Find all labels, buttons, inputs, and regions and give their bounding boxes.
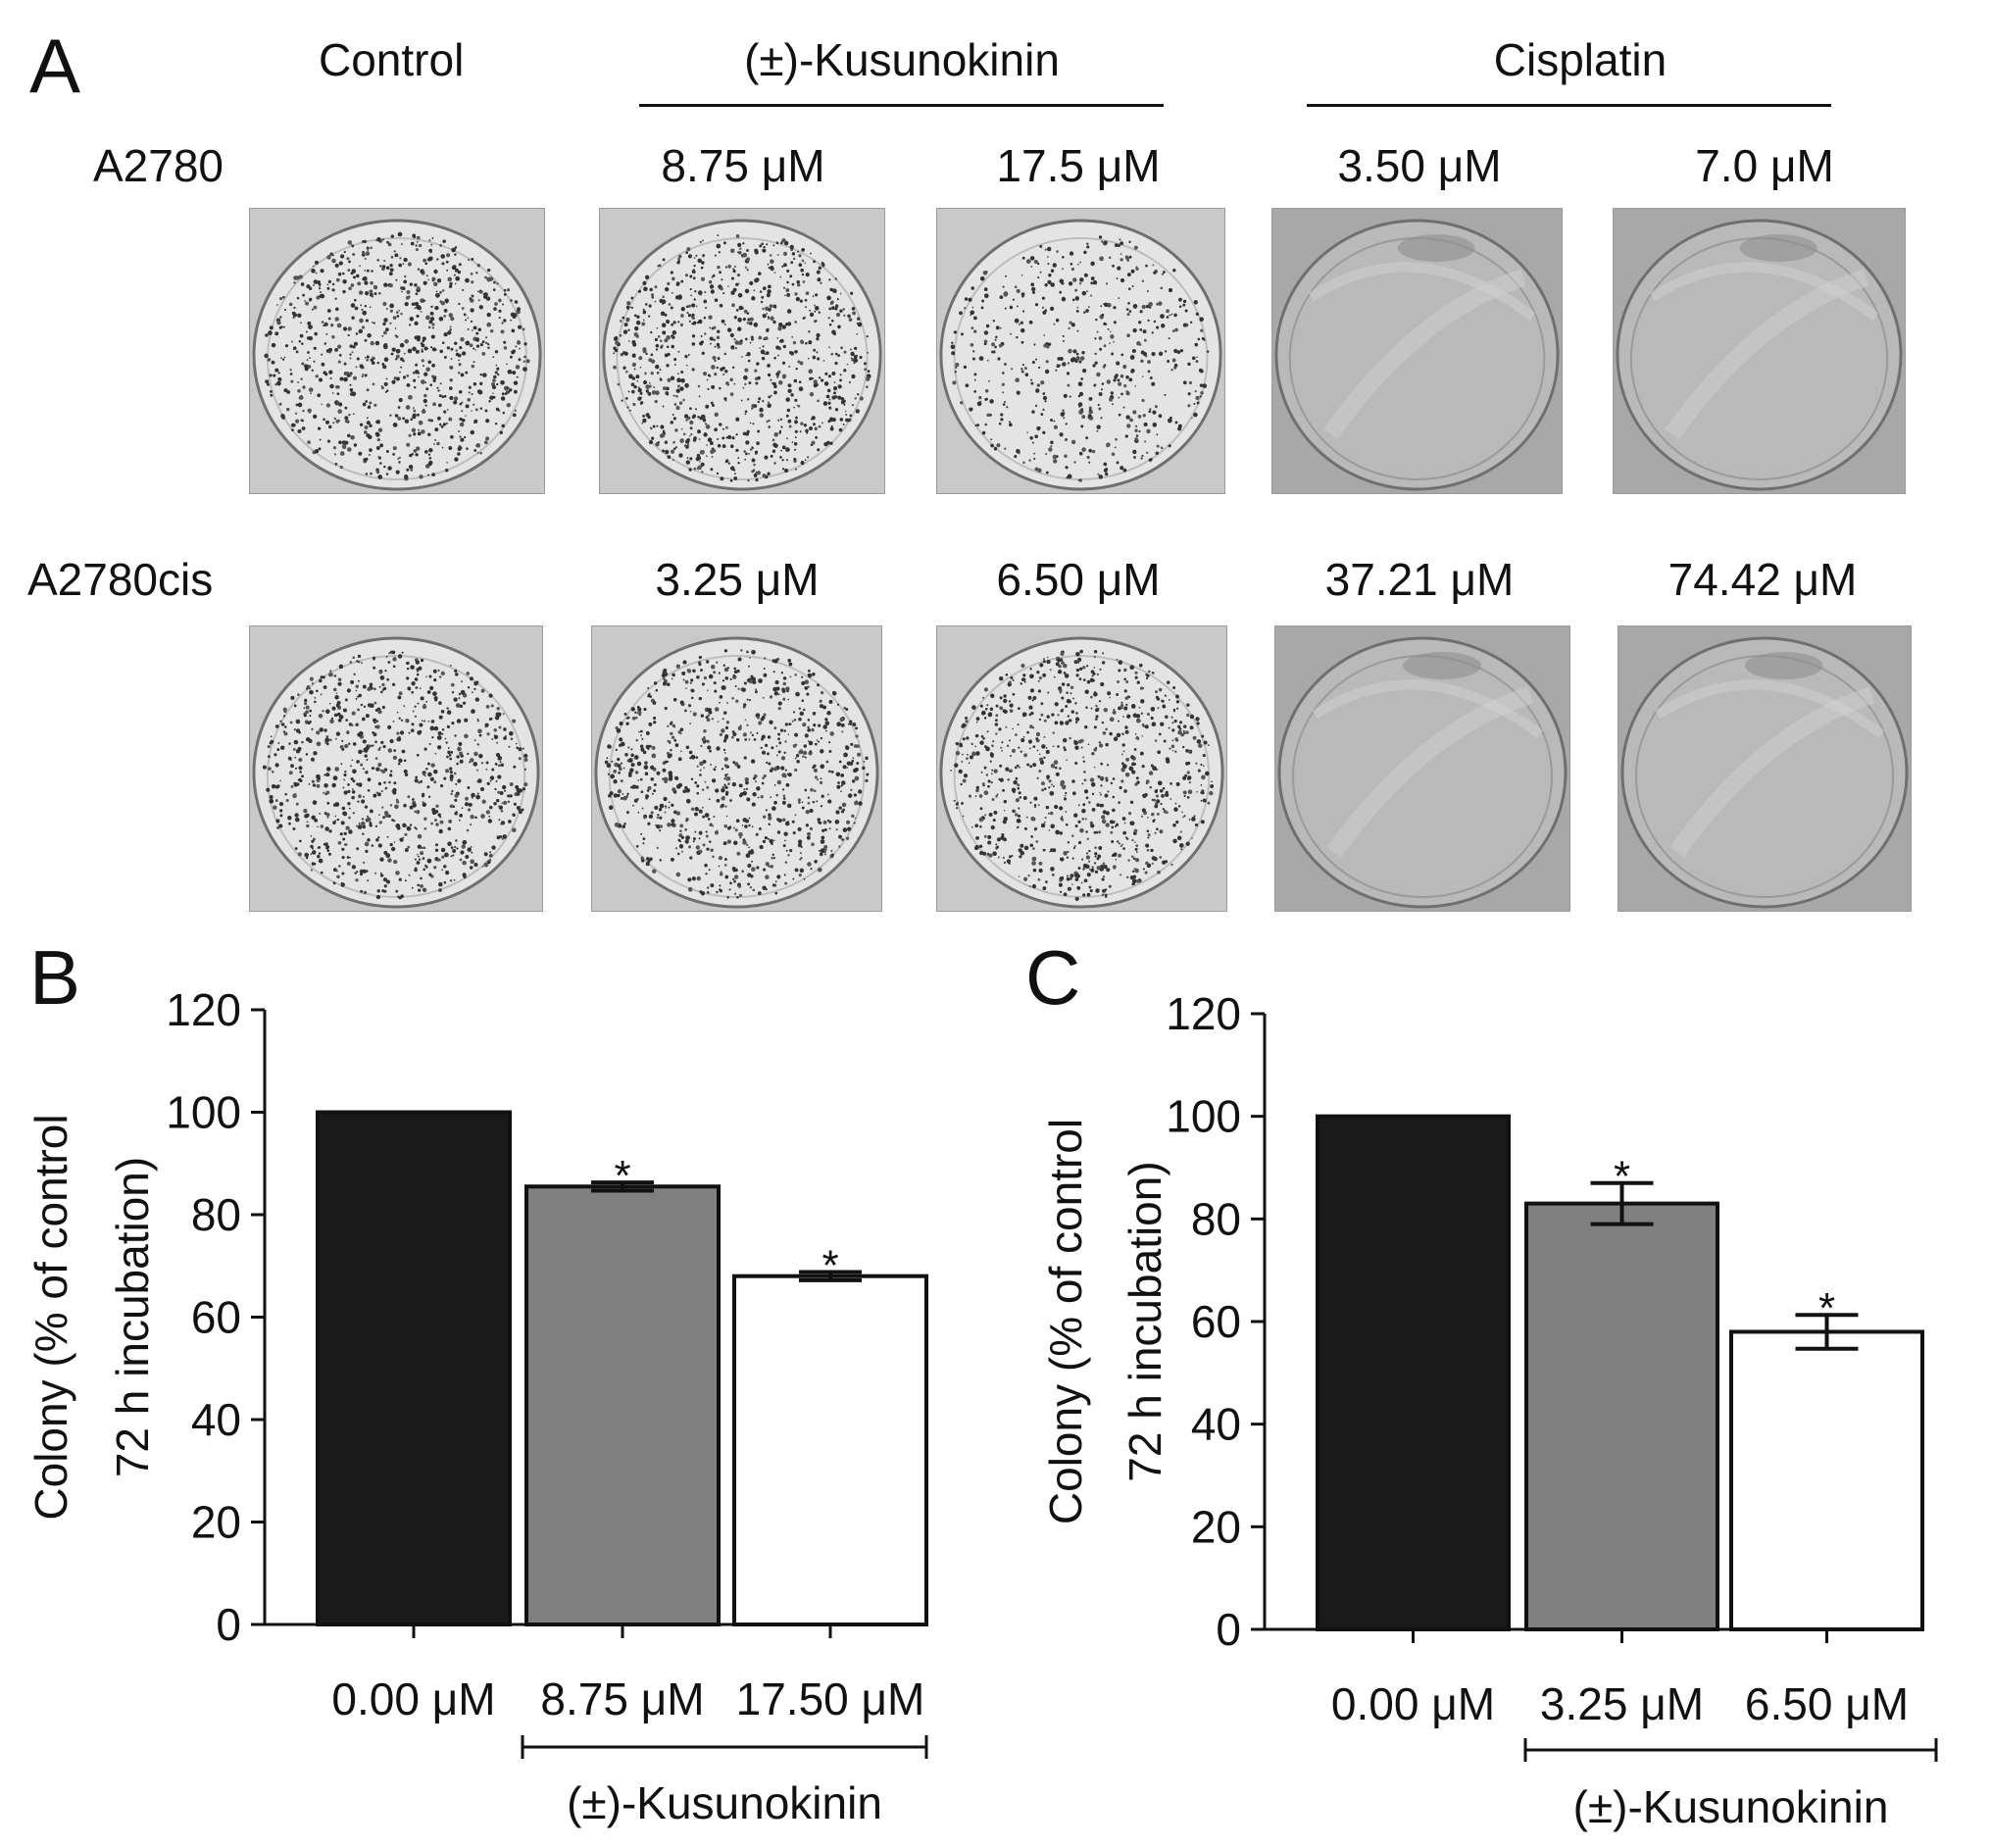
- conc-label: 74.42 μM: [1667, 554, 1858, 605]
- kusunokinin-bracket-line: [639, 104, 1164, 107]
- conc-label: 7.0 μM: [1695, 140, 1834, 191]
- dish-photo: [936, 208, 1225, 494]
- conc-label: 8.75 μM: [661, 140, 825, 191]
- x-tick-label: 0.00 μM: [1331, 1678, 1495, 1729]
- dish-photo: [591, 625, 882, 912]
- x-tick-label: 0.00 μM: [331, 1673, 495, 1724]
- significance-marker: *: [821, 1242, 838, 1290]
- y-tick-label: 40: [191, 1394, 241, 1445]
- y-tick-label: 80: [191, 1189, 241, 1240]
- bar: [524, 1184, 721, 1626]
- y-tick-label: 60: [1191, 1296, 1241, 1347]
- dish-photo: [1613, 208, 1906, 494]
- y-tick-label: 0: [1216, 1604, 1241, 1655]
- conc-label: 37.21 μM: [1324, 554, 1515, 605]
- y-tick-label: 20: [191, 1497, 241, 1548]
- dish-photo: [599, 208, 885, 494]
- y-axis-label: Colony (% of control: [1040, 1119, 1091, 1524]
- y-tick-label: 0: [216, 1599, 241, 1650]
- chart-c: 0 20 40 60 80 100 120 Colony (% of control 72 h …: [1040, 988, 1938, 1832]
- conc-label: 3.25 μM: [655, 554, 820, 605]
- y-tick-label: 120: [1166, 988, 1241, 1039]
- header-cisplatin: Cisplatin: [1493, 34, 1667, 85]
- group-label: (±)-Kusunokinin: [1573, 1781, 1889, 1832]
- significance-marker: *: [614, 1152, 630, 1200]
- bar: [1316, 1114, 1511, 1631]
- y-tick-label: 80: [1191, 1193, 1241, 1244]
- y-axis-label: 72 h incubation): [1120, 1161, 1170, 1481]
- y-tick-label: 120: [166, 984, 241, 1035]
- x-tick-label: 3.25 μM: [1540, 1678, 1704, 1729]
- bar: [316, 1110, 512, 1626]
- header-kusunokinin: (±)-Kusunokinin: [744, 34, 1060, 85]
- bar: [1524, 1201, 1719, 1631]
- y-tick-label: 100: [166, 1087, 241, 1138]
- y-axis-label: 72 h incubation): [107, 1157, 158, 1477]
- significance-marker: *: [1614, 1153, 1630, 1201]
- dish-photo: [249, 625, 543, 912]
- bar: [732, 1274, 928, 1626]
- y-axis-label: Colony (% of control: [25, 1114, 76, 1520]
- conc-label: 17.5 μM: [996, 140, 1161, 191]
- dish-photo: [936, 625, 1227, 912]
- row-label-a2780cis: A2780cis: [27, 554, 214, 605]
- conc-label: 3.50 μM: [1337, 140, 1502, 191]
- conc-label: 6.50 μM: [996, 554, 1161, 605]
- dish-photo: [1618, 625, 1912, 912]
- x-tick-label: 6.50 μM: [1745, 1678, 1909, 1729]
- panel-label-a: A: [29, 23, 81, 109]
- y-tick-label: 20: [1191, 1501, 1241, 1552]
- row-label-a2780: A2780: [93, 140, 224, 191]
- bar: [1729, 1329, 1924, 1631]
- dish-photo: [249, 208, 545, 494]
- group-label: (±)-Kusunokinin: [567, 1777, 882, 1828]
- header-control: Control: [319, 34, 465, 85]
- x-tick-label: 17.50 μM: [736, 1673, 925, 1724]
- cisplatin-bracket-line: [1307, 104, 1831, 107]
- panel-label-b: B: [29, 934, 81, 1021]
- chart-b: 0 20 40 60 80 100 120 Colony (% of control 72 h …: [25, 984, 928, 1828]
- y-tick-label: 100: [1166, 1091, 1241, 1142]
- dish-photo: [1274, 625, 1570, 912]
- dish-photo: [1271, 208, 1563, 494]
- y-tick-label: 40: [1191, 1399, 1241, 1450]
- panel-label-c: C: [1025, 934, 1081, 1021]
- significance-marker: *: [1818, 1284, 1835, 1332]
- y-tick-label: 60: [191, 1292, 241, 1343]
- x-tick-label: 8.75 μM: [540, 1673, 704, 1724]
